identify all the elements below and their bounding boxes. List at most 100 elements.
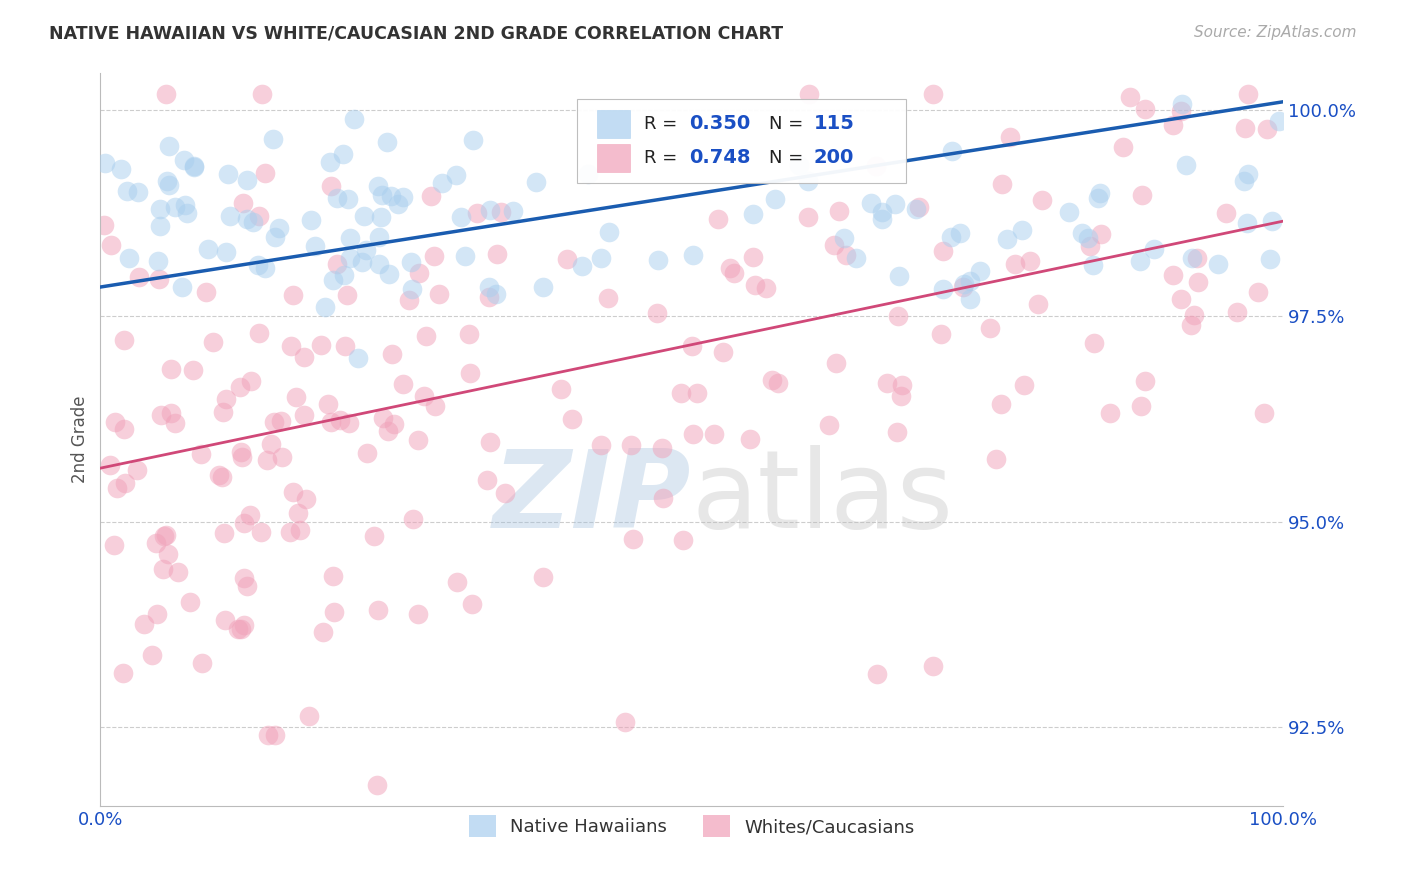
Point [1083,335,1105,350]
Point [326,257,349,271]
Point [419,189,441,203]
Point [430,176,453,190]
Point [115,184,138,198]
Point [299,213,322,227]
Point [859,196,882,211]
Point [1012,378,1035,392]
Point [742,206,765,220]
Point [744,278,766,293]
Point [711,345,734,359]
Bar [598,110,630,137]
Point [157,547,180,561]
Point [181,363,204,377]
Point [98,458,121,472]
Point [922,87,945,101]
Point [247,259,270,273]
Point [156,174,179,188]
Point [242,215,264,229]
Point [1011,223,1033,237]
Point [1077,230,1099,244]
Text: 0.350: 0.350 [689,114,751,133]
Text: ZIP: ZIP [494,445,692,551]
Point [195,285,218,299]
Point [425,399,447,413]
Point [866,667,889,681]
Point [1237,87,1260,101]
Point [290,523,312,537]
Point [283,484,305,499]
Point [1234,121,1257,136]
Point [110,161,132,176]
Point [321,178,343,193]
Point [254,261,277,276]
Point [378,267,401,281]
Point [797,174,820,188]
Point [235,579,257,593]
Point [382,417,405,431]
Point [1031,193,1053,207]
Point [723,266,745,280]
Point [236,172,259,186]
Point [309,338,332,352]
Point [461,133,484,147]
Point [460,366,482,380]
Point [145,607,167,621]
Point [371,411,394,425]
Point [322,272,344,286]
Point [446,575,468,590]
Point [870,212,893,227]
Point [257,728,280,742]
Point [202,335,225,350]
Point [380,189,402,203]
Point [949,227,972,241]
Point [104,415,127,429]
Point [872,205,894,219]
Point [995,232,1018,246]
Point [1081,258,1104,272]
Point [883,197,905,211]
Point [214,613,236,627]
Point [797,210,820,224]
Point [1161,118,1184,132]
Point [236,211,259,226]
Point [183,160,205,174]
Point [149,202,172,216]
Point [922,659,945,673]
Point [314,301,336,315]
Point [208,468,231,483]
Point [371,188,394,202]
Point [103,538,125,552]
Point [589,251,612,265]
Point [561,411,583,425]
Point [408,267,430,281]
Point [1170,104,1192,119]
Point [620,438,643,452]
Point [229,380,252,394]
Point [398,293,420,307]
Point [477,473,499,487]
Point [941,145,963,159]
Point [295,492,318,507]
Point [761,374,783,388]
Point [427,286,450,301]
Point [262,132,284,146]
Point [322,569,344,583]
Point [356,446,378,460]
Point [550,382,572,396]
Point [214,525,236,540]
Point [905,202,928,216]
Text: 0.748: 0.748 [689,148,751,167]
Point [157,139,180,153]
Point [339,231,361,245]
Point [621,533,644,547]
Point [651,491,673,505]
Point [148,271,170,285]
Point [886,425,908,439]
Point [876,376,898,390]
Point [707,212,730,227]
Point [495,486,517,500]
Point [703,427,725,442]
Point [125,463,148,477]
Point [990,397,1012,411]
Point [598,225,620,239]
